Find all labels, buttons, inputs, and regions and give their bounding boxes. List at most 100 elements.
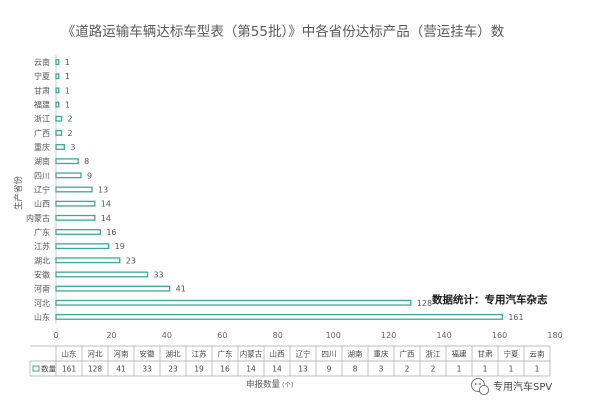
bar <box>55 115 63 122</box>
bar <box>55 87 60 94</box>
bar-value-label: 19 <box>115 242 125 251</box>
bar-value-label: 2 <box>68 129 73 138</box>
table-header-cell: 辽宁 <box>296 349 311 359</box>
bar-value-label: 14 <box>101 200 111 209</box>
x-tick-label: 20 <box>106 331 116 340</box>
table-value-cell: 2 <box>431 365 436 374</box>
table-header-cell: 宁夏 <box>504 349 519 359</box>
table-header-cell: 甘肃 <box>478 349 493 359</box>
x-axis-ticks: 0 20 40 60 80 100 120 140 160 180 <box>53 331 562 340</box>
bar-value-label: 13 <box>98 186 108 195</box>
table-value-cell: 3 <box>379 365 384 374</box>
bar <box>55 285 171 292</box>
category-label: 广东 <box>34 227 50 237</box>
category-label: 江苏 <box>34 241 50 251</box>
bar <box>55 59 60 66</box>
x-tick-label: 140 <box>436 331 451 340</box>
table-value-cell: 9 <box>327 365 332 374</box>
table-header-cell: 山西 <box>270 349 285 359</box>
category-label: 湖南 <box>34 156 50 166</box>
table-value-cell: 161 <box>62 365 77 374</box>
table-header-cell: 河南 <box>114 349 129 359</box>
y-axis-label: 生产省份 <box>13 176 24 211</box>
bar <box>55 229 102 235</box>
table-header-cell: 广西 <box>400 349 415 359</box>
chart-title: 《道路运输车辆达标车型表（第55批）》中各省份达标产品（营运挂车）数 <box>62 23 505 40</box>
watermark: 专用汽车SPV <box>471 378 552 396</box>
x-tick-label: 0 <box>53 331 58 340</box>
category-labels: 山东 河北 河南 安徽 湖北 江苏 广东 内蒙古 山西 辽宁 四川 湖南 重庆 广西 浙江 福建 甘肃 宁夏 云南 <box>26 57 50 322</box>
bar <box>55 172 82 179</box>
series-name: 数量 <box>41 364 56 374</box>
table-value-cell: 14 <box>272 365 282 374</box>
table-header-cell: 四川 <box>322 350 337 359</box>
category-label: 四川 <box>34 171 50 180</box>
bar <box>55 313 503 320</box>
category-label: 河南 <box>34 284 50 294</box>
table-value-cell: 8 <box>353 365 358 374</box>
table-value-cell: 33 <box>142 365 152 374</box>
table-value-cell: 16 <box>220 365 230 374</box>
bar <box>55 186 93 193</box>
bar <box>55 214 96 221</box>
table-value-cell: 1 <box>509 365 514 374</box>
table-value-cell: 1 <box>535 365 540 374</box>
bar-value-label: 128 <box>417 299 432 308</box>
bar-value-label: 41 <box>176 285 186 294</box>
category-label: 甘肃 <box>34 85 50 95</box>
category-label: 重庆 <box>34 142 50 152</box>
x-tick-label: 120 <box>381 331 396 340</box>
bars <box>55 59 503 320</box>
x-axis-unit: (个) <box>282 381 294 389</box>
x-axis-label: 申报数量 <box>246 379 281 390</box>
table-value-cell: 2 <box>405 365 410 374</box>
category-label: 福建 <box>34 100 50 110</box>
bar <box>55 271 149 278</box>
bar-value-label: 9 <box>87 171 92 180</box>
table-value-cell: 41 <box>116 365 126 374</box>
watermark-text: 专用汽车SPV <box>493 380 552 393</box>
x-tick-label: 60 <box>217 331 227 340</box>
table-value-cell: 19 <box>194 365 204 374</box>
bar-value-label: 2 <box>68 115 73 124</box>
table-header-cell: 江苏 <box>192 349 207 359</box>
table-value-cell: 13 <box>298 365 308 374</box>
category-label: 辽宁 <box>34 185 50 195</box>
table-header-cell: 湖北 <box>166 350 181 359</box>
bar <box>55 299 412 306</box>
bar-value-label: 14 <box>101 214 111 223</box>
table-header-cell: 浙江 <box>426 349 441 359</box>
x-tick-label: 40 <box>162 331 172 340</box>
table-header-cell: 福建 <box>452 349 467 359</box>
bar <box>55 101 60 108</box>
bar <box>55 144 65 150</box>
bar <box>55 73 60 80</box>
bar-value-label: 3 <box>70 143 75 152</box>
x-tick-label: 180 <box>547 331 562 340</box>
bar-value-label: 161 <box>508 313 523 322</box>
table-header-cell: 重庆 <box>374 349 389 359</box>
table-value-cell: 1 <box>483 365 488 374</box>
data-source-note: 数据统计：专用汽车杂志 <box>431 293 548 306</box>
bar <box>55 257 121 264</box>
table-header-cell: 山东 <box>62 349 77 359</box>
x-tick-label: 160 <box>492 331 507 340</box>
data-table: 山东161河北128河南41安徽33湖北23江苏19广东16内蒙古14山西14辽… <box>29 345 551 377</box>
table-header-cell: 河北 <box>88 350 103 359</box>
bar <box>55 129 63 136</box>
category-label: 山西 <box>34 199 50 209</box>
bar-value-label: 1 <box>65 72 70 81</box>
category-label: 安徽 <box>34 269 50 279</box>
wechat-icon <box>471 378 490 396</box>
bar <box>55 200 96 207</box>
bar-value-label: 23 <box>126 256 136 265</box>
x-tick-label: 80 <box>273 331 283 340</box>
category-label: 山东 <box>34 312 50 322</box>
bar-value-label: 33 <box>153 270 163 279</box>
bar-value-label: 1 <box>65 58 70 67</box>
category-label: 河北 <box>34 298 50 308</box>
legend-key <box>32 365 40 372</box>
bar <box>55 158 79 165</box>
table-header-cell: 安徽 <box>140 349 155 359</box>
